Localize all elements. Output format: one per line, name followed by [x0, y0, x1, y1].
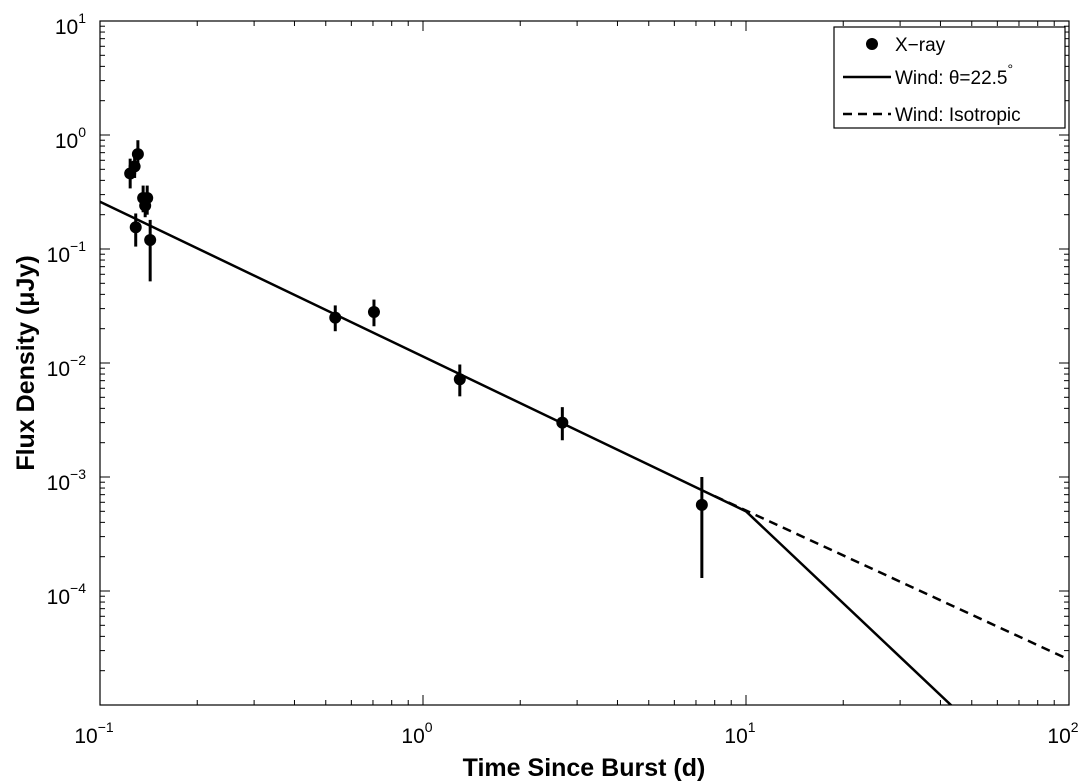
x-axis-title: Time Since Burst (d) — [463, 754, 706, 782]
legend: X−ray Wind: θ=22.5° Wind: Isotropic — [833, 26, 1066, 129]
xray-data-point — [141, 192, 154, 205]
legend-wind-jet-label: Wind: θ=22.5° — [895, 61, 1013, 89]
y-tick-label: 10−3 — [47, 466, 87, 495]
xray-data-point — [367, 306, 380, 319]
xray-data-point — [556, 416, 569, 429]
xray-data-point — [695, 498, 708, 511]
legend-wind-isotropic-label: Wind: Isotropic — [895, 105, 1021, 126]
model-line-wind-isotropic — [714, 494, 1069, 661]
y-axis-title: Flux Density (μJy) — [12, 255, 40, 470]
y-tick-label: 101 — [55, 10, 86, 39]
xray-data-point — [131, 148, 144, 161]
plot-area — [99, 20, 1070, 706]
y-tick-label: 10−1 — [47, 238, 87, 267]
x-tick-label: 101 — [724, 719, 755, 748]
xray-data-point — [453, 373, 466, 386]
x-tick-label: 102 — [1047, 719, 1078, 748]
xray-data-point — [329, 311, 342, 324]
x-tick-label: 10−1 — [74, 719, 114, 748]
legend-xray-marker — [866, 38, 878, 50]
axis-ticks — [99, 21, 1069, 706]
axis-tick-labels: 10−1 100 101 102 10−4 10−3 10−2 10−1 100 101 — [47, 10, 1079, 748]
y-tick-label: 100 — [55, 124, 86, 153]
y-tick-label: 10−2 — [47, 352, 87, 381]
x-tick-label: 100 — [401, 719, 432, 748]
y-tick-label: 10−4 — [47, 580, 87, 609]
xray-data-point — [129, 221, 142, 234]
plot-content — [100, 140, 1069, 705]
legend-xray-label: X−ray — [895, 35, 946, 56]
xray-data-point — [144, 233, 157, 246]
